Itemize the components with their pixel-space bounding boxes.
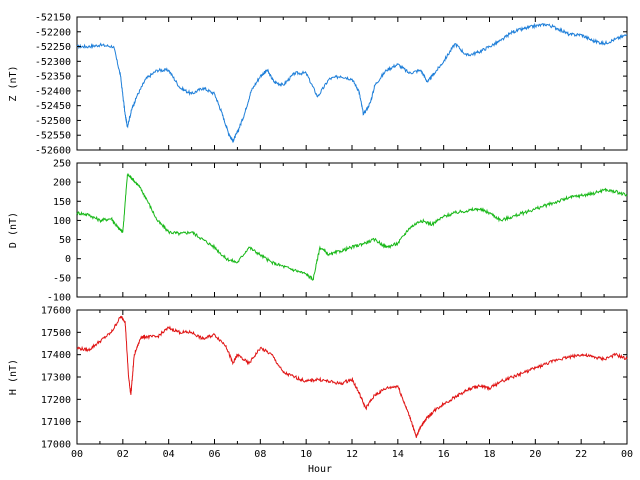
y-axis-label-1: D (nT) xyxy=(8,212,19,248)
y-tick-label-1-5: 0 xyxy=(65,254,71,265)
y-axis-label-2: H (nT) xyxy=(8,359,19,395)
x-tick-label-12: 00 xyxy=(621,449,633,460)
y-tick-label-0-5: -52400 xyxy=(35,86,71,97)
y-tick-label-2-6: 17000 xyxy=(41,440,71,451)
x-tick-label-6: 12 xyxy=(346,449,358,460)
y-tick-label-2-2: 17400 xyxy=(41,350,71,361)
y-tick-label-2-3: 17300 xyxy=(41,373,71,384)
x-tick-label-11: 22 xyxy=(575,449,587,460)
y-axis-label-0: Z (nT) xyxy=(8,65,19,101)
x-tick-label-8: 16 xyxy=(438,449,450,460)
x-tick-label-3: 06 xyxy=(208,449,220,460)
x-tick-label-0: 00 xyxy=(71,449,83,460)
y-tick-label-0-9: -52600 xyxy=(35,146,71,157)
y-tick-label-0-4: -52350 xyxy=(35,72,71,83)
y-tick-label-0-0: -52150 xyxy=(35,13,71,24)
y-tick-label-2-1: 17500 xyxy=(41,328,71,339)
x-tick-label-4: 08 xyxy=(254,449,266,460)
y-tick-label-2-5: 17100 xyxy=(41,417,71,428)
x-axis-label: Hour xyxy=(308,464,332,475)
plot-frame-2 xyxy=(76,309,628,445)
y-tick-label-1-7: -100 xyxy=(47,293,71,304)
series-line-1 xyxy=(76,173,628,281)
x-tick-label-7: 14 xyxy=(392,449,404,460)
x-tick-label-5: 10 xyxy=(300,449,312,460)
series-line-2 xyxy=(76,315,628,439)
y-tick-label-0-2: -52250 xyxy=(35,42,71,53)
plot-frame-0 xyxy=(76,16,628,151)
y-tick-label-1-1: 200 xyxy=(53,178,71,189)
x-tick-label-10: 20 xyxy=(529,449,541,460)
y-tick-label-0-3: -52300 xyxy=(35,57,71,68)
y-tick-label-1-2: 150 xyxy=(53,197,71,208)
series-line-0 xyxy=(76,22,628,144)
y-tick-label-1-6: -50 xyxy=(53,273,71,284)
x-tick-label-9: 18 xyxy=(483,449,495,460)
y-tick-label-2-0: 17600 xyxy=(41,306,71,317)
y-tick-label-1-3: 100 xyxy=(53,216,71,227)
y-tick-label-0-1: -52200 xyxy=(35,27,71,38)
plot-frame-1 xyxy=(76,162,628,298)
y-tick-label-2-4: 17200 xyxy=(41,395,71,406)
x-tick-label-2: 04 xyxy=(163,449,175,460)
y-tick-label-0-7: -52500 xyxy=(35,116,71,127)
y-tick-label-0-8: -52550 xyxy=(35,131,71,142)
y-tick-label-0-6: -52450 xyxy=(35,101,71,112)
y-tick-label-1-0: 250 xyxy=(53,159,71,170)
x-tick-label-1: 02 xyxy=(117,449,129,460)
y-tick-label-1-4: 50 xyxy=(59,235,71,246)
